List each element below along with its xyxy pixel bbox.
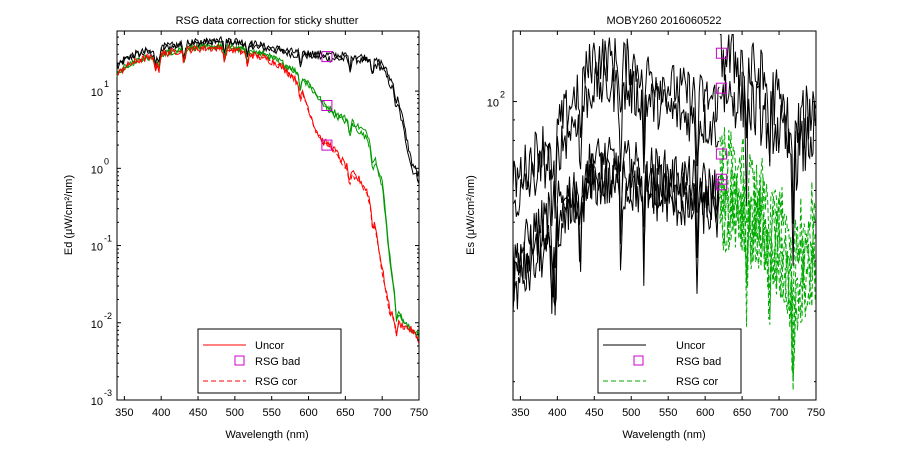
- right-chart: MOBY260 2016060522 350 400 450 500 550 600 650…: [465, 15, 825, 441]
- right-markers-group: [715, 47, 727, 191]
- right-legend: Uncor RSG bad RSG cor: [597, 328, 742, 394]
- left-x-tick-label-1: 400: [152, 407, 170, 419]
- right-x-axis-label: Wavelength (nm): [622, 429, 705, 441]
- right-series-line-11: [719, 193, 816, 372]
- left-rsg-bad-marker-2: [321, 139, 333, 151]
- left-x-tick-label-0: 350: [115, 407, 133, 419]
- right-y-tick-exponent-0: 2: [500, 90, 505, 100]
- left-x-tick-label-8: 750: [410, 407, 428, 419]
- left-y-tick-exponent-3: -2: [104, 311, 112, 321]
- left-series-line-5: [116, 45, 420, 341]
- left-rsg-bad-marker-0: [321, 51, 333, 63]
- left-legend: Uncor RSG bad RSG cor: [197, 328, 342, 394]
- right-x-tick-label-4: 550: [659, 407, 677, 419]
- right-rsg-bad-marker-4: [715, 179, 727, 191]
- right-legend-box: [597, 328, 742, 394]
- left-series-group: [116, 35, 420, 344]
- left-legend-rsgbad-swatch: [234, 355, 245, 366]
- left-x-tick-label-7: 700: [373, 407, 391, 419]
- left-x-tick-label-2: 450: [189, 407, 207, 419]
- right-x-tick-label-3: 500: [622, 407, 640, 419]
- right-series-line-7: [719, 127, 816, 306]
- left-y-tick-exponent-1: 0: [104, 156, 109, 166]
- left-legend-box: [197, 328, 342, 394]
- left-y-tick-exponent-2: -1: [104, 234, 112, 244]
- left-y-tick-exponent-4: -3: [104, 388, 112, 398]
- right-x-tick-label-7: 700: [770, 407, 788, 419]
- right-rsg-bad-marker-1: [715, 82, 727, 94]
- left-y-axis-label: Ed (μW/cm²/nm): [63, 175, 75, 255]
- left-x-ticks: 350 400 450 500 550 600 650 700 750: [115, 31, 428, 419]
- right-series-line-1: [512, 61, 720, 227]
- right-x-tick-label-0: 350: [511, 407, 529, 419]
- left-series-line-1: [116, 37, 420, 178]
- left-y-tick-base-3: 10: [91, 319, 103, 331]
- left-y-tick-base-1: 10: [91, 164, 103, 176]
- left-x-tick-label-4: 550: [263, 407, 281, 419]
- left-legend-rsgbad-label: RSG bad: [255, 356, 300, 368]
- right-legend-rsgbad-label: RSG bad: [676, 356, 721, 368]
- left-series-line-3: [116, 41, 420, 338]
- left-chart-title: RSG data correction for sticky shutter: [176, 15, 359, 27]
- right-y-axis-label: Es (μW/cm²/nm): [465, 175, 477, 255]
- right-x-tick-label-1: 400: [548, 407, 566, 419]
- right-x-tick-label-2: 450: [585, 407, 603, 419]
- right-x-ticks: 350 400 450 500 550 600 650 700 750: [511, 31, 825, 419]
- right-legend-uncor-label: Uncor: [676, 340, 706, 352]
- right-x-tick-label-8: 750: [807, 407, 825, 419]
- left-y-tick-base-2: 10: [91, 242, 103, 254]
- right-chart-title: MOBY260 2016060522: [607, 15, 722, 27]
- left-markers-group: [321, 51, 333, 151]
- right-x-tick-label-6: 650: [733, 407, 751, 419]
- left-y-tick-exponent-0: 1: [104, 79, 109, 89]
- right-series-line-3: [512, 151, 720, 316]
- right-series-line-4: [512, 163, 720, 314]
- right-series-line-0: [512, 37, 720, 219]
- right-rsg-bad-marker-0: [715, 47, 727, 59]
- right-legend-rsgbad-swatch: [633, 355, 644, 366]
- right-y-tick-base-0: 10: [487, 98, 499, 110]
- left-legend-rsgcor-label: RSG cor: [255, 376, 298, 388]
- right-legend-rsgcor-label: RSG cor: [676, 376, 719, 388]
- right-x-tick-label-5: 600: [696, 407, 714, 419]
- left-rsg-bad-marker-1: [321, 100, 333, 111]
- left-y-tick-base-0: 10: [91, 87, 103, 99]
- right-y-ticks: 102: [487, 90, 816, 383]
- left-x-tick-label-3: 500: [226, 407, 244, 419]
- right-series-line-6: [719, 71, 816, 266]
- right-rsg-bad-marker-3: [715, 173, 727, 185]
- left-chart: RSG data correction for sticky shutter 3…: [63, 15, 428, 441]
- right-rsg-bad-marker-2: [715, 148, 727, 160]
- left-x-axis-label: Wavelength (nm): [225, 429, 308, 441]
- left-x-tick-label-5: 600: [299, 407, 317, 419]
- left-legend-uncor-label: Uncor: [255, 340, 285, 352]
- right-series-group: [512, 34, 816, 391]
- left-x-tick-label-6: 650: [336, 407, 354, 419]
- left-y-tick-base-4: 10: [91, 396, 103, 408]
